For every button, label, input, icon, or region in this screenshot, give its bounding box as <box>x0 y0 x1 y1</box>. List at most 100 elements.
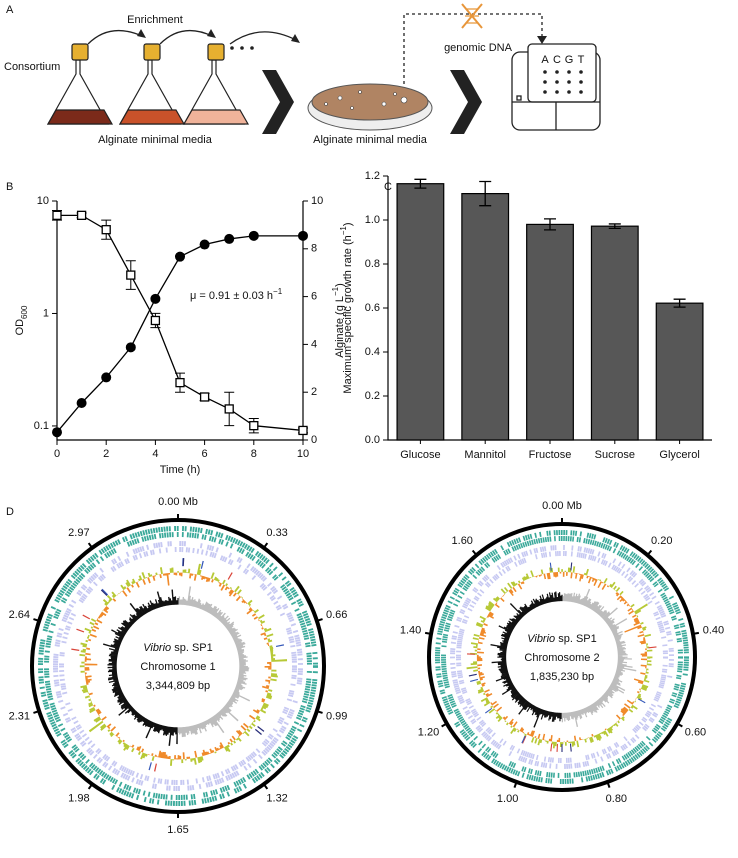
axis-label: Maximum specific growth rate (h−1) <box>339 222 354 393</box>
map-tick <box>316 618 323 622</box>
map-tick-label: 1.98 <box>68 793 89 805</box>
marker <box>224 233 235 244</box>
label-sup: −1 <box>273 287 283 296</box>
y2-tick-label: 0 <box>311 434 317 446</box>
bar <box>526 223 574 441</box>
sequencer-dots <box>543 70 583 94</box>
genome-map: 0.00 Mb 0.20 0.40 0.60 0.80 1.00 1.20 1.40 1.60 V… <box>400 500 724 805</box>
species: Vibrio sp. SP1 <box>143 642 213 654</box>
chromosome: Chromosome 1 <box>140 661 215 673</box>
map-tick-label: 0.40 <box>703 625 724 637</box>
x-tick-label: Glycerol <box>659 449 699 461</box>
marker <box>76 397 87 408</box>
feature <box>257 726 265 732</box>
marker <box>175 251 185 262</box>
label-text: Maximum specific growth rate (h <box>342 235 354 393</box>
gc-skew <box>102 589 179 746</box>
genome-size: 1,835,230 bp <box>530 671 594 683</box>
genome-size: 3,344,809 bp <box>146 680 210 692</box>
marker <box>101 372 112 383</box>
marker <box>52 210 62 220</box>
y2-tick-label: 8 <box>311 243 317 255</box>
feature <box>254 728 262 735</box>
marker <box>125 342 136 353</box>
marker <box>101 225 111 235</box>
feature <box>569 743 572 752</box>
map-tick <box>263 783 269 790</box>
x-tick-label: 0 <box>54 448 60 460</box>
map-tick <box>87 542 93 549</box>
map-tick-label: 1.00 <box>497 793 518 805</box>
x-axis-label: Time (h) <box>160 464 201 476</box>
map-tick-label: 2.64 <box>9 609 30 621</box>
y-tick-label: 0.4 <box>365 346 380 358</box>
feature <box>275 644 285 648</box>
plate <box>307 83 433 131</box>
map-tick-label: 1.65 <box>167 824 188 836</box>
series-line <box>56 235 303 433</box>
feature <box>82 614 91 620</box>
label: Consortium <box>4 61 60 73</box>
label-text: OD <box>14 319 26 336</box>
bar <box>655 302 704 441</box>
species-genus: Vibrio <box>143 642 171 654</box>
map-tick-label: 0.33 <box>266 527 287 539</box>
error-bar <box>608 223 621 230</box>
map-tick-label: 0.00 Mb <box>542 500 582 512</box>
feature <box>637 698 646 704</box>
feature <box>467 653 476 655</box>
y2-tick-label: 2 <box>311 386 317 398</box>
label: Alginate minimal media <box>313 134 428 146</box>
axis-line <box>56 201 304 441</box>
x-tick-label: Mannitol <box>464 449 506 461</box>
feature <box>470 678 479 682</box>
marker <box>150 293 161 304</box>
axis-label: OD600 <box>14 305 29 335</box>
map-tick-label: 1.20 <box>418 726 439 738</box>
x-tick-label: 6 <box>202 448 208 460</box>
label-text: Alginate (g L <box>334 296 346 358</box>
y-tick-label: 1.2 <box>365 170 380 182</box>
x-tick-label: 2 <box>103 448 109 460</box>
bar <box>461 193 510 441</box>
error-bar <box>414 178 427 189</box>
axis-label: Alginate (g L−1) <box>331 283 346 358</box>
map-tick-label: 1.60 <box>452 535 473 547</box>
label-sub: 600 <box>20 305 29 319</box>
panel-label: D <box>6 506 14 518</box>
marker <box>224 404 234 414</box>
feature <box>561 743 563 752</box>
base: C <box>553 54 561 66</box>
y-tick-label: 1.0 <box>365 214 380 226</box>
feature <box>154 763 157 772</box>
y-tick-label: 0.6 <box>365 302 380 314</box>
base: A <box>541 54 549 66</box>
bar <box>396 183 445 441</box>
feature <box>570 562 573 571</box>
panel-label: B <box>6 181 13 193</box>
sequencer <box>511 43 601 131</box>
feature <box>227 572 233 580</box>
marker <box>175 377 185 388</box>
label: Alginate minimal media <box>98 134 213 146</box>
map-tick-label: 0.99 <box>326 711 347 723</box>
map-tick-label: 1.40 <box>400 625 421 637</box>
y2-tick-label: 4 <box>311 338 317 350</box>
marker <box>52 427 62 438</box>
map-tick <box>606 781 611 788</box>
feature <box>182 558 185 567</box>
bar <box>590 225 639 441</box>
x-tick-label: 4 <box>152 448 158 460</box>
error-bar <box>544 218 556 231</box>
base: T <box>578 54 585 66</box>
x-tick-label: 10 <box>297 448 309 460</box>
species: Vibrio sp. SP1 <box>527 633 597 645</box>
feature <box>101 588 109 596</box>
map-tick <box>441 722 448 728</box>
x-tick-label: Glucose <box>400 449 440 461</box>
dna-icon <box>461 3 483 29</box>
map-tick <box>692 631 700 635</box>
map-tick-label: 2.97 <box>68 527 89 539</box>
marker <box>199 392 210 402</box>
